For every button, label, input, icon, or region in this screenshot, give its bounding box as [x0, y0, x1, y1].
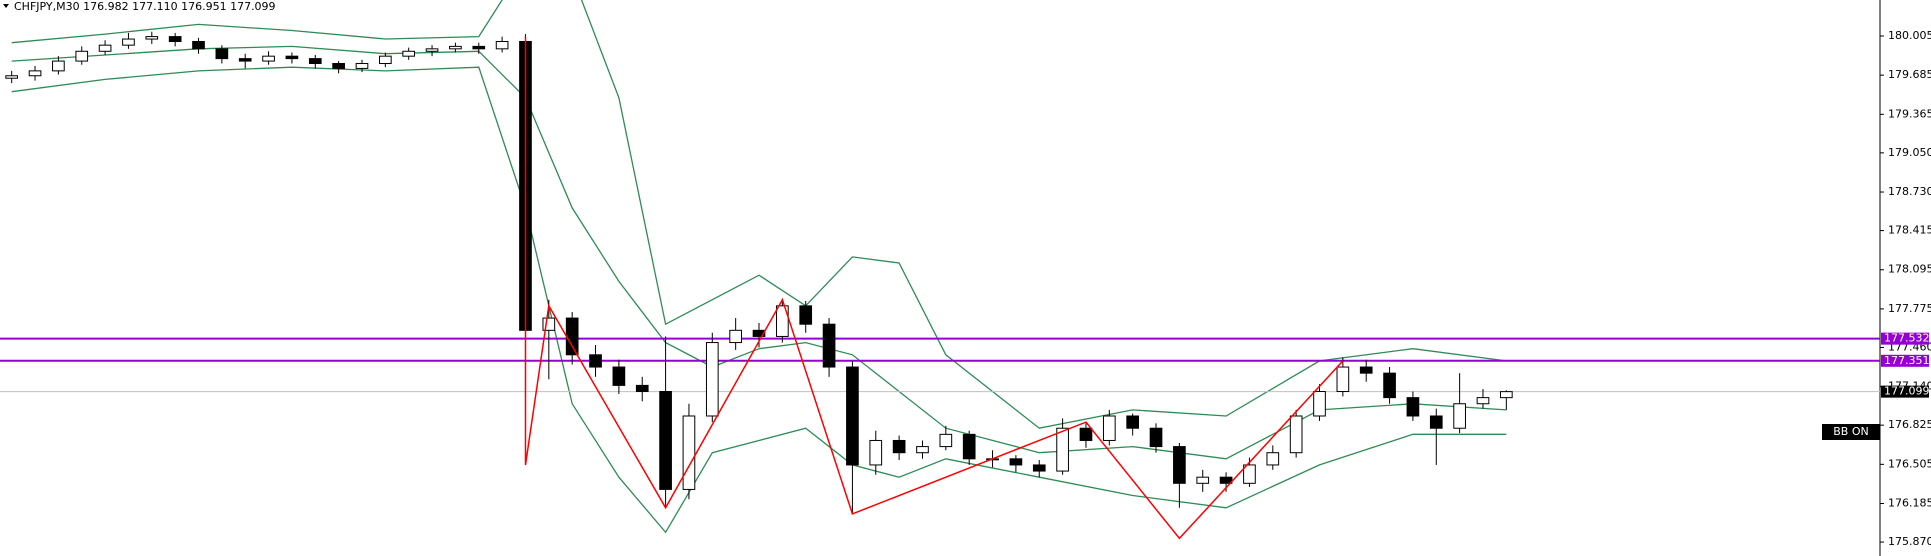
candle-body — [1289, 415, 1303, 454]
y-tick-label: 178.730 — [1888, 185, 1931, 198]
candle-body — [1453, 403, 1466, 429]
candle-body — [262, 55, 275, 62]
candle-body — [215, 48, 229, 60]
candle-body — [145, 36, 159, 40]
candle-body — [1243, 464, 1256, 484]
candle-body — [472, 45, 486, 50]
candle-body — [379, 55, 392, 65]
y-tick-label: 176.825 — [1888, 418, 1931, 431]
candle-body — [565, 317, 579, 356]
candle-body — [1056, 427, 1069, 472]
candle-body — [1009, 458, 1023, 466]
y-tick-label: 176.185 — [1888, 496, 1931, 509]
y-tick-label: 178.415 — [1888, 224, 1931, 237]
candle-body — [1383, 372, 1396, 399]
y-tick-label: 179.685 — [1888, 68, 1931, 81]
status-label: BB ON — [1833, 425, 1868, 438]
y-tick-label: 175.870 — [1888, 535, 1931, 548]
candle-body — [355, 63, 369, 69]
candle-body — [332, 63, 345, 69]
candle-body — [1173, 446, 1186, 484]
candle-body — [705, 342, 719, 417]
candle-body — [98, 44, 112, 52]
menu-arrow[interactable] — [3, 4, 9, 8]
candle-body — [682, 415, 696, 490]
candle-body — [1429, 415, 1443, 429]
candle-body — [1499, 391, 1513, 399]
y-tick-label: 179.365 — [1888, 107, 1931, 120]
candle-body — [659, 391, 672, 490]
chart-header: CHFJPY,M30 176.982 177.110 176.951 177.0… — [14, 0, 276, 13]
candle-body — [1219, 476, 1233, 484]
candle-body — [1079, 427, 1093, 441]
level-tag — [1881, 332, 1929, 345]
y-tick-label: 176.505 — [1888, 457, 1931, 470]
candle-body — [1359, 366, 1373, 374]
candle-body — [542, 317, 556, 331]
candle-body — [308, 58, 322, 65]
candle-body — [1149, 427, 1163, 448]
candle-body — [752, 329, 766, 337]
candle-body — [1196, 476, 1210, 484]
candle-body — [892, 439, 906, 454]
candle-body — [1126, 415, 1140, 429]
candle-body — [1476, 397, 1490, 405]
y-tick-label: 179.050 — [1888, 146, 1931, 159]
price-label: 177.099 — [1884, 385, 1930, 398]
y-tick-label: 180.005 — [1888, 29, 1931, 42]
candle-body — [28, 70, 42, 77]
candle-body — [635, 384, 649, 393]
candle-body — [402, 50, 416, 57]
candle-body — [776, 305, 789, 337]
candle-body — [425, 48, 439, 52]
candle-body — [495, 40, 509, 50]
candle-body — [822, 323, 836, 368]
candle-body — [122, 38, 135, 46]
candle-body — [52, 60, 65, 72]
plot-area — [0, 0, 1880, 540]
candle-body — [962, 433, 976, 460]
level-label: 177.351 — [1884, 354, 1930, 367]
candle-body — [846, 366, 859, 466]
y-tick-label: 177.775 — [1888, 302, 1931, 315]
candle-body — [729, 329, 742, 344]
candle-body — [75, 50, 89, 62]
y-tick-label: 178.095 — [1888, 263, 1931, 276]
zigzag-line — [524, 36, 1344, 540]
candle-body — [168, 36, 182, 42]
candle-body — [449, 45, 462, 50]
candle-body — [1102, 415, 1116, 441]
status-box — [1822, 424, 1880, 440]
candle-body — [285, 55, 299, 60]
price-tag — [1881, 385, 1929, 398]
candle-body — [1336, 366, 1350, 393]
candle-body — [238, 58, 252, 62]
level-label: 177.532 — [1884, 332, 1930, 345]
candle-body — [939, 433, 953, 448]
candle-body — [1313, 391, 1326, 417]
candle-body — [1032, 464, 1046, 472]
candle-body — [612, 366, 626, 386]
candle-body — [589, 354, 602, 368]
level-tag — [1881, 354, 1929, 367]
candle-body — [869, 439, 883, 466]
candle-body — [5, 75, 19, 79]
candle-body — [799, 305, 813, 325]
candle-body — [192, 40, 205, 50]
candle-body — [1266, 452, 1280, 466]
candle-body — [916, 446, 929, 454]
bollinger-band — [11, 0, 1507, 429]
candle-body — [1406, 397, 1420, 417]
